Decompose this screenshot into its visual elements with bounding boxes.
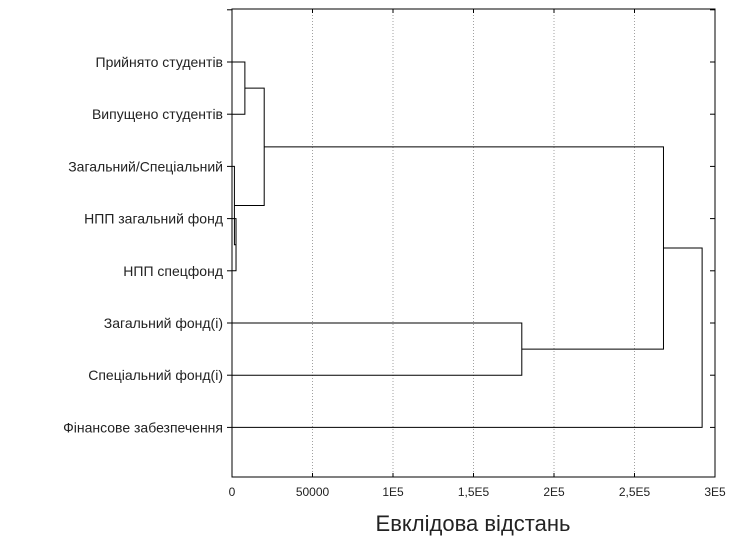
links-layer: [232, 61, 703, 428]
dendrogram-link: [232, 247, 703, 428]
leaf-label: НПП загальний фонд: [84, 211, 223, 227]
dendrogram-link: [232, 322, 523, 376]
x-tick-label: 2,5E5: [619, 485, 651, 499]
leaf-label: Прийнято студентів: [96, 54, 223, 70]
x-tick-label: 3E5: [704, 485, 726, 499]
leaf-label: Загальний/Спеціальний: [68, 158, 223, 174]
x-axis-title: Евклідова відстань: [376, 511, 571, 536]
ticks-layer: [227, 9, 716, 477]
x-tick-label: 1E5: [382, 485, 404, 499]
leaf-label: НПП спецфонд: [123, 263, 223, 279]
leaf-label: Фінансове забезпечення: [63, 419, 223, 435]
leaf-label: Випущено студентів: [92, 106, 223, 122]
x-tick-label: 50000: [296, 485, 330, 499]
dendrogram-link: [232, 61, 246, 115]
x-tick-label: 2E5: [543, 485, 565, 499]
leaf-label: Загальний фонд(і): [104, 315, 223, 331]
dendrogram-link: [234, 87, 265, 207]
dendrogram-link: [264, 146, 664, 350]
leaf-label: Спеціальний фонд(і): [88, 367, 223, 383]
grid-layer: [312, 9, 635, 477]
leaf-labels-layer: Прийнято студентів Випущено студентів Зага…: [63, 54, 223, 435]
x-tick-label: 0: [229, 485, 236, 499]
x-tick-label: 1,5E5: [458, 485, 490, 499]
tick-labels-layer: 0 50000 1E5 1,5E5 2E5 2,5E5 3E5: [229, 485, 726, 499]
